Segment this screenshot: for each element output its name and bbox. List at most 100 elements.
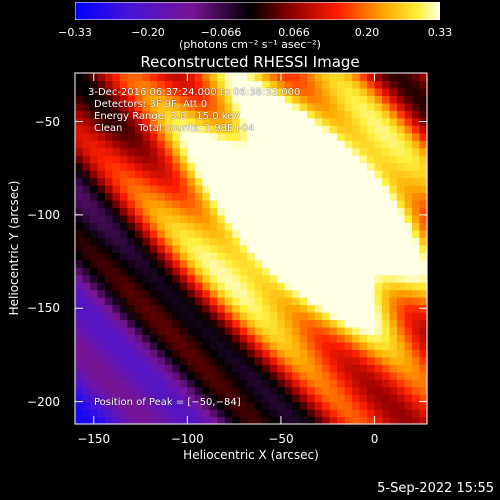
- heatmap-cell: [322, 282, 331, 291]
- heatmap-cell: [164, 80, 173, 89]
- heatmap-cell: [194, 177, 203, 186]
- heatmap-cell: [157, 409, 166, 418]
- heatmap-cell: [337, 364, 346, 373]
- heatmap-cell: [314, 379, 323, 388]
- heatmap-cell: [89, 364, 99, 373]
- heatmap-cell: [82, 140, 91, 149]
- heatmap-cell: [397, 356, 406, 365]
- heatmap-cell: [277, 252, 286, 261]
- heatmap-cell: [232, 297, 241, 306]
- heatmap-cell: [172, 185, 181, 194]
- heatmap-cell: [367, 259, 376, 268]
- heatmap-cell: [419, 371, 428, 380]
- heatmap-cell: [269, 401, 278, 410]
- heatmap-cell: [419, 87, 428, 97]
- heatmap-cell: [397, 177, 406, 186]
- heatmap-cell: [112, 170, 121, 179]
- heatmap-cell: [322, 334, 331, 343]
- heatmap-cell: [119, 326, 129, 335]
- heatmap-cell: [172, 326, 181, 335]
- heatmap-cell: [75, 371, 84, 380]
- heatmap-cell: [232, 319, 241, 328]
- heatmap-cell: [239, 185, 248, 194]
- heatmap-cell: [209, 162, 218, 171]
- heatmap-cell: [374, 326, 383, 335]
- heatmap-cell: [75, 125, 84, 134]
- heatmap-cell: [419, 80, 428, 89]
- heatmap-cell: [149, 237, 158, 246]
- heatmap-cell: [284, 379, 293, 388]
- heatmap-cell: [404, 274, 413, 283]
- heatmap-cell: [127, 379, 136, 388]
- heatmap-cell: [359, 87, 368, 97]
- heatmap-cell: [75, 214, 84, 223]
- heatmap-cell: [187, 170, 196, 179]
- heatmap-cell: [277, 207, 286, 216]
- heatmap-cell: [412, 409, 421, 418]
- heatmap-cell: [374, 297, 383, 306]
- heatmap-cell: [284, 110, 293, 119]
- heatmap-cell: [217, 386, 226, 395]
- heatmap-cell: [344, 244, 353, 253]
- heatmap-cell: [179, 185, 188, 194]
- heatmap-cell: [367, 334, 376, 343]
- heatmap-cell: [149, 102, 158, 111]
- heatmap-cell: [142, 199, 151, 209]
- heatmap-cell: [75, 147, 84, 156]
- heatmap-cell: [389, 409, 398, 418]
- heatmap-cell: [374, 371, 383, 380]
- heatmap-cell: [419, 334, 428, 343]
- heatmap-cell: [142, 349, 151, 358]
- heatmap-cell: [419, 185, 428, 194]
- heatmap-cell: [329, 409, 338, 418]
- heatmap-cell: [149, 110, 158, 119]
- heatmap-cell: [389, 237, 398, 246]
- heatmap-cell: [307, 349, 316, 358]
- heatmap-cell: [307, 409, 316, 418]
- heatmap-cell: [367, 132, 376, 141]
- heatmap-cell: [367, 274, 376, 283]
- heatmap-cell: [119, 274, 129, 283]
- heatmap-cell: [292, 409, 301, 418]
- heatmap-cell: [284, 259, 293, 268]
- heatmap-cell: [284, 192, 293, 201]
- heatmap-cell: [172, 311, 181, 321]
- heatmap-cell: [322, 252, 331, 261]
- heatmap-cell: [352, 326, 361, 335]
- heatmap-cell: [82, 289, 91, 298]
- heatmap-cell: [194, 162, 203, 171]
- heatmap-cell: [134, 409, 143, 418]
- heatmap-cell: [374, 229, 383, 238]
- heatmap-cell: [367, 267, 376, 276]
- heatmap-cell: [179, 140, 188, 149]
- heatmap-cell: [382, 140, 391, 149]
- heatmap-cell: [419, 73, 428, 82]
- heatmap-cell: [247, 319, 256, 328]
- heatmap-cell: [187, 409, 196, 418]
- heatmap-cell: [254, 185, 263, 194]
- heatmap-cell: [292, 177, 301, 186]
- heatmap-cell: [337, 319, 346, 328]
- heatmap-cell: [307, 341, 316, 350]
- heatmap-cell: [337, 416, 346, 425]
- heatmap-cell: [142, 244, 151, 253]
- heatmap-cell: [187, 207, 196, 216]
- heatmap-cell: [209, 267, 218, 276]
- heatmap-cell: [329, 341, 338, 350]
- heatmap-cell: [247, 222, 256, 231]
- heatmap-cell: [284, 409, 293, 418]
- heatmap-cell: [322, 140, 331, 149]
- heatmap-cell: [149, 87, 158, 97]
- heatmap-cell: [157, 416, 166, 425]
- heatmap-cell: [277, 364, 286, 373]
- heatmap-cell: [359, 207, 368, 216]
- heatmap-cell: [359, 155, 368, 164]
- heatmap-cell: [127, 162, 136, 171]
- heatmap-cell: [75, 364, 84, 373]
- heatmap-cell: [404, 185, 413, 194]
- heatmap-cell: [269, 155, 278, 164]
- heatmap-cell: [202, 364, 211, 373]
- heatmap-cell: [224, 222, 233, 231]
- heatmap-cell: [82, 214, 91, 223]
- heatmap-cell: [119, 95, 129, 104]
